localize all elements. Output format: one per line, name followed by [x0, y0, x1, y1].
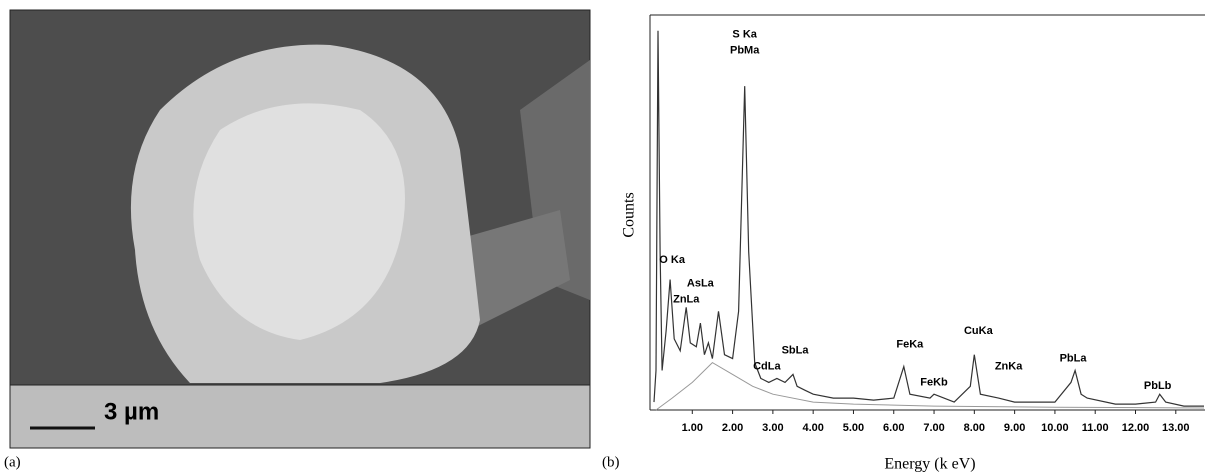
scale-strip [10, 385, 590, 448]
panel-label: (b) [602, 454, 620, 470]
x-tick-label: 9.00 [1004, 422, 1025, 434]
x-axis-label: Energy (k eV) [884, 456, 975, 473]
x-tick-label: 3.00 [762, 422, 783, 434]
peak-label: SbLa [782, 345, 810, 357]
peak-label: FeKb [920, 376, 948, 388]
peak-label: CdLa [753, 360, 781, 372]
x-tick-label: 1.00 [682, 422, 703, 434]
peak-label: CuKa [964, 325, 994, 337]
peak-label: ZnLa [673, 293, 700, 305]
x-tick-label: 4.00 [802, 422, 823, 434]
x-tick-label: 5.00 [843, 422, 864, 434]
peak-label: AsLa [687, 278, 715, 290]
peak-label: O Ka [659, 254, 686, 266]
x-tick-label: 6.00 [883, 422, 904, 434]
x-tick-label: 10.00 [1041, 422, 1069, 434]
x-tick-label: 7.00 [923, 422, 944, 434]
figure: 3 µm (a) (b) Counts Energy (k eV) 1.00 2.… [0, 0, 1205, 475]
x-tick-label: 11.00 [1082, 422, 1109, 434]
x-tick-label: 8.00 [964, 422, 985, 434]
x-tick-label: 2.00 [722, 422, 743, 434]
peak-label: S Ka [732, 29, 757, 41]
x-tick-label: 12.00 [1122, 422, 1150, 434]
peak-label: FeKa [896, 339, 924, 351]
peak-label: PbLb [1144, 380, 1172, 392]
scale-label: 3 µm [104, 398, 159, 425]
peak-label: PbMa [730, 44, 760, 56]
x-tick-label: 13.00 [1162, 422, 1190, 434]
panel-label: (a) [4, 454, 21, 470]
sem-image: 3 µm (a) [4, 10, 590, 470]
y-axis-label: Counts [621, 192, 638, 237]
spectrum-line [654, 31, 1204, 406]
peak-label: ZnKa [995, 360, 1023, 372]
peak-label: PbLa [1060, 353, 1088, 365]
